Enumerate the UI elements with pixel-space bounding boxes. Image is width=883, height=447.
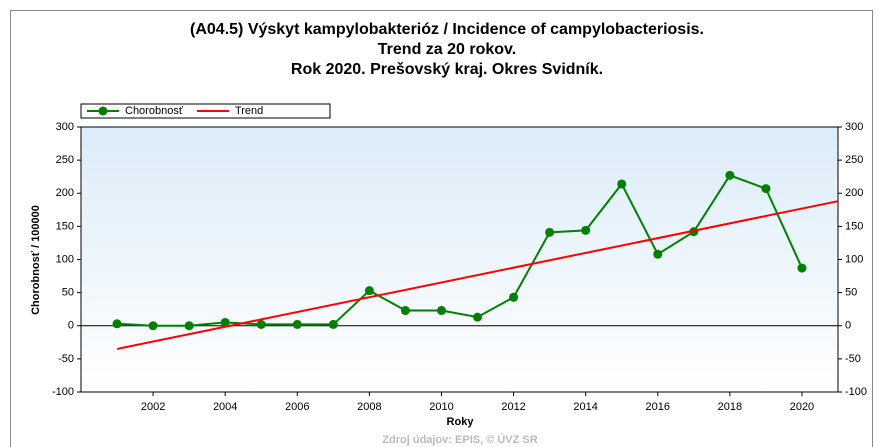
y-tick-label: 250: [56, 154, 74, 166]
legend-marker: [98, 106, 108, 116]
point: [509, 292, 519, 302]
chart-title: Rok 2020. Prešovský kraj. Okres Svidník.: [291, 61, 603, 78]
y2-tick-label: 100: [845, 253, 863, 265]
point: [473, 312, 483, 322]
series-line: [116, 174, 803, 327]
y-tick-label: 0: [68, 320, 74, 332]
y-tick-label: 300: [56, 121, 74, 133]
x-tick-label: 2006: [285, 401, 309, 413]
y2-tick-label: -50: [845, 353, 861, 365]
x-tick-label: 2002: [141, 401, 165, 413]
x-tick-label: 2020: [790, 401, 814, 413]
x-tick-label: 2004: [213, 401, 237, 413]
point: [112, 319, 122, 329]
y-tick-label: -50: [58, 353, 74, 365]
y2-tick-label: 50: [845, 287, 857, 299]
y-axis-label: Chorobnosť / 100000: [30, 205, 42, 315]
point: [761, 184, 771, 194]
y2-tick-label: -100: [845, 386, 867, 398]
point: [364, 286, 374, 296]
x-tick-label: 2016: [646, 401, 670, 413]
y-tick-label: 50: [62, 287, 74, 299]
point: [581, 225, 591, 235]
point: [256, 319, 266, 329]
point: [617, 179, 627, 189]
y2-tick-label: 250: [845, 154, 863, 166]
y-tick-label: 150: [56, 220, 74, 232]
point: [400, 306, 410, 316]
y2-tick-label: 200: [845, 187, 863, 199]
y2-tick-label: 300: [845, 121, 863, 133]
point: [292, 319, 302, 329]
point: [797, 263, 807, 273]
chart-title: (A04.5) Výskyt kampylobakterióz / Incide…: [190, 21, 704, 38]
point: [545, 227, 555, 237]
y2-tick-label: 0: [845, 320, 851, 332]
x-tick-label: 2010: [429, 401, 453, 413]
x-tick-label: 2014: [573, 401, 597, 413]
point: [436, 306, 446, 316]
series-line: [116, 200, 839, 350]
x-tick-label: 2012: [501, 401, 525, 413]
y-tick-label: -100: [52, 386, 74, 398]
y2-tick-label: 150: [845, 220, 863, 232]
legend-label: Trend: [235, 105, 263, 117]
plot-area: [80, 126, 839, 393]
x-tick-label: 2008: [357, 401, 381, 413]
legend-label: Chorobnosť: [125, 105, 184, 117]
point: [653, 249, 663, 259]
panel-border: [10, 10, 873, 447]
chart-title: Trend za 20 rokov.: [378, 41, 516, 58]
source: Zdroj údajov: EPIS, © ÚVZ SR: [382, 433, 537, 446]
point: [725, 170, 735, 180]
x-tick-label: 2018: [718, 401, 742, 413]
y-tick-label: 200: [56, 187, 74, 199]
point: [148, 321, 158, 331]
point: [220, 317, 230, 327]
point: [184, 321, 194, 331]
point: [328, 319, 338, 329]
y-tick-label: 100: [56, 253, 74, 265]
x-axis-label: Roky: [447, 416, 475, 428]
